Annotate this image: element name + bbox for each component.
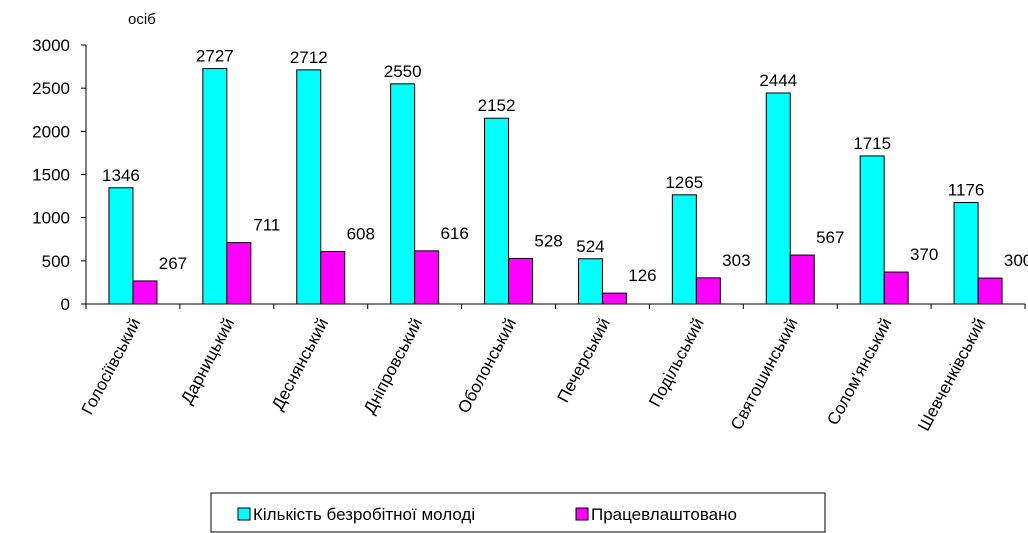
data-label-unemployed: 524 bbox=[576, 237, 604, 256]
bar-employed bbox=[414, 250, 440, 305]
x-axis bbox=[85, 303, 1026, 309]
x-tick-label: Шевченківський bbox=[914, 315, 989, 434]
bar-employed bbox=[226, 242, 252, 305]
bar-employed bbox=[977, 277, 1003, 305]
data-label-unemployed: 1715 bbox=[853, 134, 891, 153]
data-label-employed: 267 bbox=[159, 254, 187, 273]
bar-unemployed bbox=[202, 68, 228, 305]
data-label-employed: 608 bbox=[347, 225, 375, 244]
data-label-employed: 303 bbox=[722, 251, 750, 270]
x-tick-label: Дарницький bbox=[177, 315, 238, 407]
data-label-employed: 300 bbox=[1004, 251, 1028, 270]
legend-label-unemployed: Кількість безробітної молоді bbox=[253, 505, 475, 524]
bar-unemployed bbox=[108, 187, 134, 305]
y-unit-label: осіб bbox=[128, 11, 156, 28]
legend-label-employed: Працевлаштовано bbox=[591, 505, 737, 524]
data-label-employed: 567 bbox=[816, 228, 844, 247]
bar-employed bbox=[601, 292, 627, 305]
data-labels: 1346 267 2727 711 2712 608 2550 616 2152 528 524 12… bbox=[102, 47, 1028, 286]
y-axis: 0 500 1000 1500 2000 2500 3000 bbox=[32, 36, 87, 314]
y-tick-label: 2500 bbox=[32, 79, 70, 98]
legend-swatch-unemployed bbox=[237, 507, 251, 521]
legend: Кількість безробітної молоді Працевлашто… bbox=[210, 492, 826, 533]
x-tick-label: Печерський bbox=[554, 315, 614, 406]
legend-box bbox=[210, 492, 826, 533]
bar-employed bbox=[508, 257, 534, 305]
bar-unemployed bbox=[390, 83, 416, 305]
bar-employed bbox=[132, 280, 158, 305]
bar-employed bbox=[883, 271, 909, 305]
bar-employed bbox=[320, 251, 346, 305]
data-label-employed: 370 bbox=[910, 245, 938, 264]
data-label-employed: 616 bbox=[440, 224, 468, 243]
data-label-unemployed: 1176 bbox=[948, 180, 985, 199]
x-tick-label: Оболонський bbox=[454, 315, 520, 416]
x-tick-labels: Голосіївський Дарницький Деснянський Дніпро… bbox=[78, 315, 990, 434]
data-label-unemployed: 2727 bbox=[196, 47, 234, 66]
bar-unemployed bbox=[953, 201, 979, 305]
y-tick-label: 0 bbox=[61, 295, 70, 314]
bar-employed bbox=[789, 254, 815, 305]
data-label-employed: 711 bbox=[253, 216, 280, 235]
x-tick-label: Святошинський bbox=[727, 315, 802, 433]
data-label-unemployed: 1265 bbox=[665, 173, 703, 192]
y-tick-label: 3000 bbox=[32, 36, 70, 55]
data-label-unemployed: 2712 bbox=[290, 48, 328, 67]
bar-employed bbox=[695, 277, 721, 305]
bar-unemployed bbox=[484, 117, 510, 305]
y-tick-label: 2000 bbox=[32, 122, 70, 141]
x-tick-label: Дніпровський bbox=[360, 315, 426, 417]
data-label-employed: 528 bbox=[534, 231, 562, 250]
y-tick-label: 1000 bbox=[32, 209, 70, 228]
bar-unemployed bbox=[765, 92, 791, 305]
bar-unemployed bbox=[577, 258, 603, 305]
legend-swatch-employed bbox=[575, 507, 589, 521]
data-label-unemployed: 2444 bbox=[759, 71, 797, 90]
data-label-unemployed: 1346 bbox=[102, 166, 140, 185]
bar-unemployed bbox=[671, 194, 697, 305]
data-label-employed: 126 bbox=[628, 266, 656, 285]
x-tick-label: Голосіївський bbox=[78, 315, 145, 418]
y-tick-label: 500 bbox=[42, 252, 70, 271]
x-tick-label: Деснянський bbox=[268, 315, 332, 413]
x-tick-label: Подільський bbox=[645, 315, 708, 410]
data-label-unemployed: 2152 bbox=[478, 96, 516, 115]
bar-unemployed bbox=[859, 155, 885, 305]
data-label-unemployed: 2550 bbox=[384, 62, 422, 81]
bars bbox=[108, 68, 1003, 305]
y-tick-label: 1500 bbox=[32, 166, 70, 185]
bar-unemployed bbox=[296, 69, 322, 305]
x-tick-label: Солом'янський bbox=[823, 315, 895, 428]
